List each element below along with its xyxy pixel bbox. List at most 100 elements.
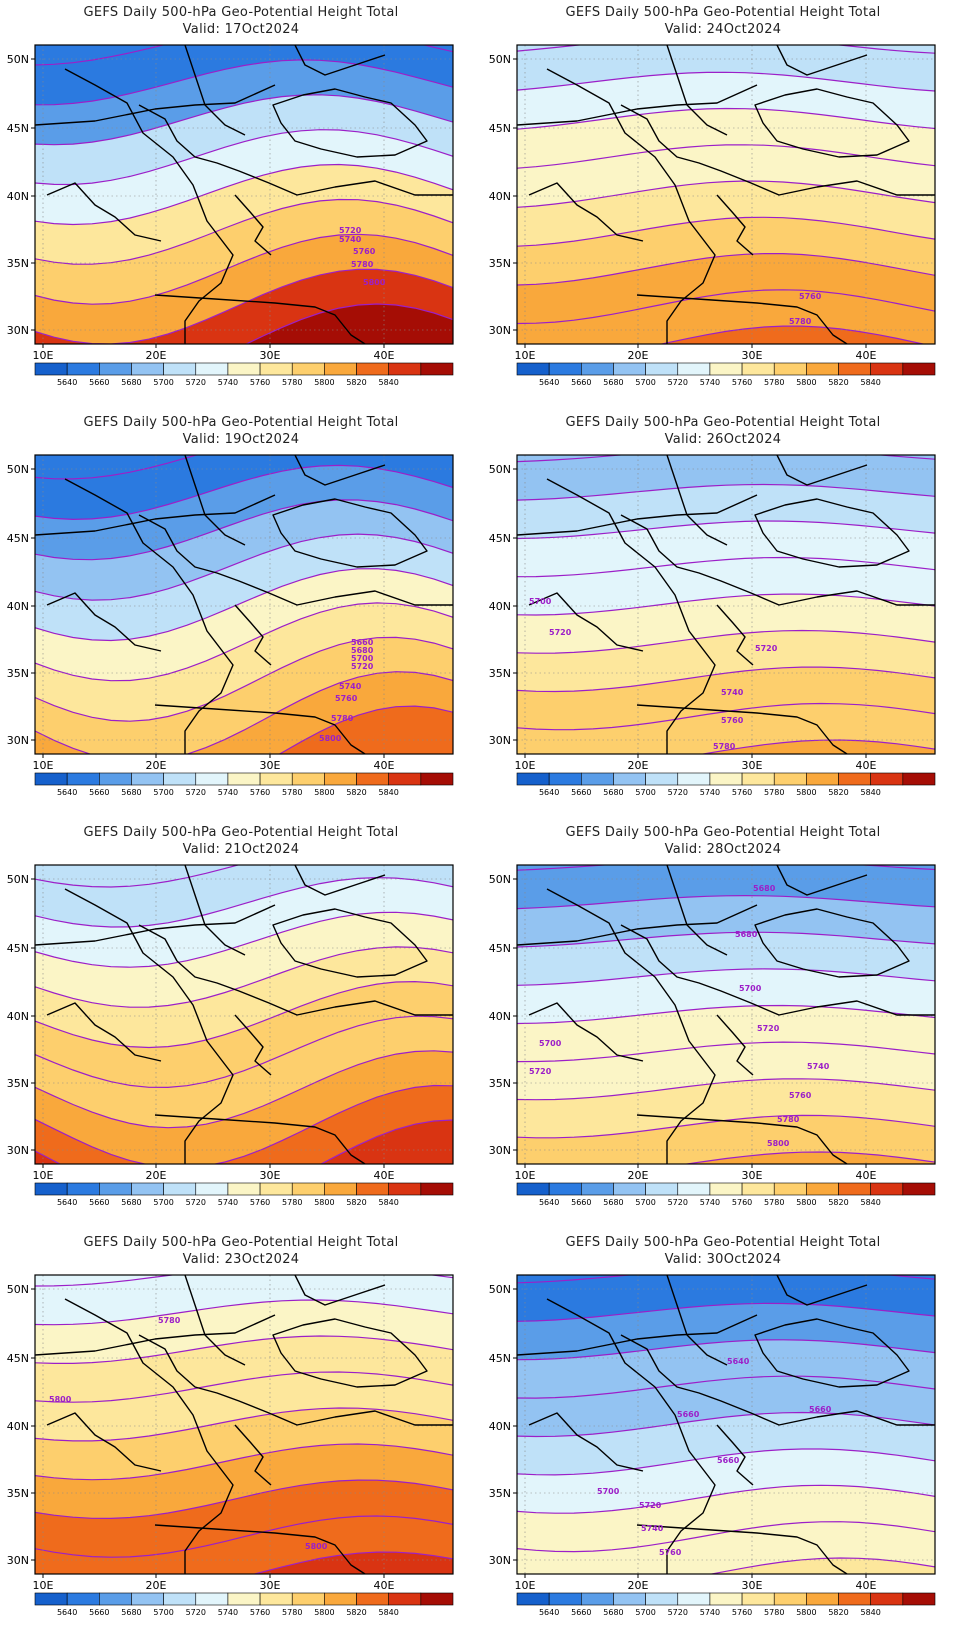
contour-label: 5720 bbox=[757, 1024, 780, 1033]
colorbar-swatch bbox=[613, 1592, 646, 1606]
height-contour bbox=[517, 289, 935, 325]
height-contour bbox=[35, 1371, 453, 1403]
coastline bbox=[716, 604, 754, 666]
contour-label: 5760 bbox=[659, 1548, 682, 1557]
y-tick-label: 35N bbox=[489, 1487, 511, 1500]
panel-title: GEFS Daily 500-hPa Geo-Potential Height … bbox=[565, 825, 881, 840]
contour-label: 5720 bbox=[351, 662, 374, 671]
colorbar-swatch bbox=[163, 362, 197, 376]
colorbar-swatch bbox=[806, 772, 839, 786]
colorbar-swatch bbox=[677, 772, 711, 786]
colorbar-swatch bbox=[99, 772, 132, 786]
colorbar-swatch bbox=[66, 362, 100, 376]
contour-label: 5720 bbox=[639, 1501, 662, 1510]
colorbar-swatch bbox=[773, 362, 807, 376]
colorbar-swatch bbox=[324, 772, 357, 786]
x-tick-label: 30E bbox=[742, 1169, 763, 1182]
y-tick-label: 30N bbox=[7, 1554, 29, 1567]
colorbar-swatch bbox=[548, 772, 582, 786]
coastline bbox=[272, 498, 428, 568]
colorbar-label: 5820 bbox=[346, 1608, 366, 1617]
x-tick-label: 30E bbox=[742, 349, 763, 362]
colorbar-swatch bbox=[259, 1592, 293, 1606]
plot-frame bbox=[34, 864, 454, 1165]
colorbar-swatch bbox=[34, 1592, 68, 1606]
colorbar-label: 5680 bbox=[121, 1608, 141, 1617]
colorbar-label: 5780 bbox=[764, 1198, 784, 1207]
colorbar-label: 5740 bbox=[218, 788, 238, 797]
colorbar-swatch bbox=[163, 1592, 197, 1606]
colorbar-swatch bbox=[131, 1592, 164, 1606]
coastline bbox=[138, 1334, 453, 1426]
colorbar-swatch bbox=[581, 1592, 614, 1606]
colorbar-label: 5740 bbox=[218, 1198, 238, 1207]
colorbar-label: 5780 bbox=[282, 1198, 302, 1207]
height-contour bbox=[35, 163, 453, 226]
coastline bbox=[184, 865, 246, 956]
colorbar-label: 5640 bbox=[539, 1198, 559, 1207]
colorbar-label: 5800 bbox=[796, 1608, 816, 1617]
contour-label: 5640 bbox=[727, 1357, 750, 1366]
height-contour bbox=[35, 1015, 453, 1089]
coastline bbox=[636, 704, 848, 754]
contour-label: 5700 bbox=[529, 597, 552, 606]
colorbar-label: 5760 bbox=[250, 1608, 270, 1617]
height-contour bbox=[35, 233, 453, 305]
colorbar-label: 5780 bbox=[282, 378, 302, 387]
x-tick-label: 10E bbox=[33, 1169, 54, 1182]
height-contour bbox=[35, 671, 453, 754]
x-tick-label: 30E bbox=[742, 759, 763, 772]
colorbar-swatch bbox=[131, 772, 164, 786]
height-contour bbox=[517, 931, 935, 948]
height-contour bbox=[252, 1551, 453, 1574]
contour-label: 5800 bbox=[363, 278, 386, 287]
colorbar-label: 5800 bbox=[796, 788, 816, 797]
height-contour bbox=[517, 1004, 935, 1025]
panel-title: GEFS Daily 500-hPa Geo-Potential Height … bbox=[83, 5, 399, 20]
y-tick-label: 50N bbox=[489, 463, 511, 476]
x-tick-label: 30E bbox=[260, 349, 281, 362]
coastline bbox=[620, 924, 935, 1016]
y-tick-label: 50N bbox=[7, 873, 29, 886]
height-band bbox=[35, 1085, 453, 1164]
y-tick-label: 45N bbox=[489, 942, 511, 955]
x-tick-label: 20E bbox=[628, 1579, 649, 1592]
colorbar-label: 5680 bbox=[603, 378, 623, 387]
height-contour bbox=[517, 1448, 935, 1476]
coastline bbox=[64, 68, 234, 344]
colorbar-label: 5740 bbox=[218, 378, 238, 387]
colorbar-swatch bbox=[291, 772, 325, 786]
coastline bbox=[184, 1275, 246, 1366]
coastline bbox=[234, 604, 272, 666]
colorbar-swatch bbox=[356, 1182, 389, 1196]
colorbar-label: 5660 bbox=[571, 378, 591, 387]
height-contour bbox=[517, 45, 935, 54]
y-tick-label: 40N bbox=[489, 190, 511, 203]
height-contour bbox=[517, 1302, 935, 1322]
y-tick-label: 35N bbox=[7, 1487, 29, 1500]
plot-frame bbox=[34, 454, 454, 755]
plot-frame bbox=[516, 1274, 936, 1575]
x-tick-label: 20E bbox=[146, 1169, 167, 1182]
height-contour bbox=[35, 499, 453, 561]
height-contour bbox=[35, 45, 453, 66]
colorbar-label: 5840 bbox=[861, 1198, 881, 1207]
colorbar-swatch bbox=[34, 362, 68, 376]
coastline bbox=[35, 1314, 276, 1356]
height-contour bbox=[35, 1275, 453, 1287]
colorbar-swatch bbox=[356, 772, 389, 786]
coastline bbox=[517, 1314, 758, 1356]
colorbar-swatch bbox=[420, 772, 454, 786]
coastline bbox=[776, 865, 868, 896]
y-tick-label: 50N bbox=[489, 1283, 511, 1296]
height-band bbox=[254, 1552, 453, 1574]
coastline bbox=[517, 904, 758, 946]
plot-frame bbox=[34, 1274, 454, 1575]
contour-label: 5720 bbox=[339, 226, 362, 235]
contour-label: 5780 bbox=[777, 1115, 800, 1124]
colorbar-label: 5820 bbox=[346, 1198, 366, 1207]
contour-label: 5660 bbox=[351, 638, 374, 647]
height-contour bbox=[35, 568, 453, 642]
